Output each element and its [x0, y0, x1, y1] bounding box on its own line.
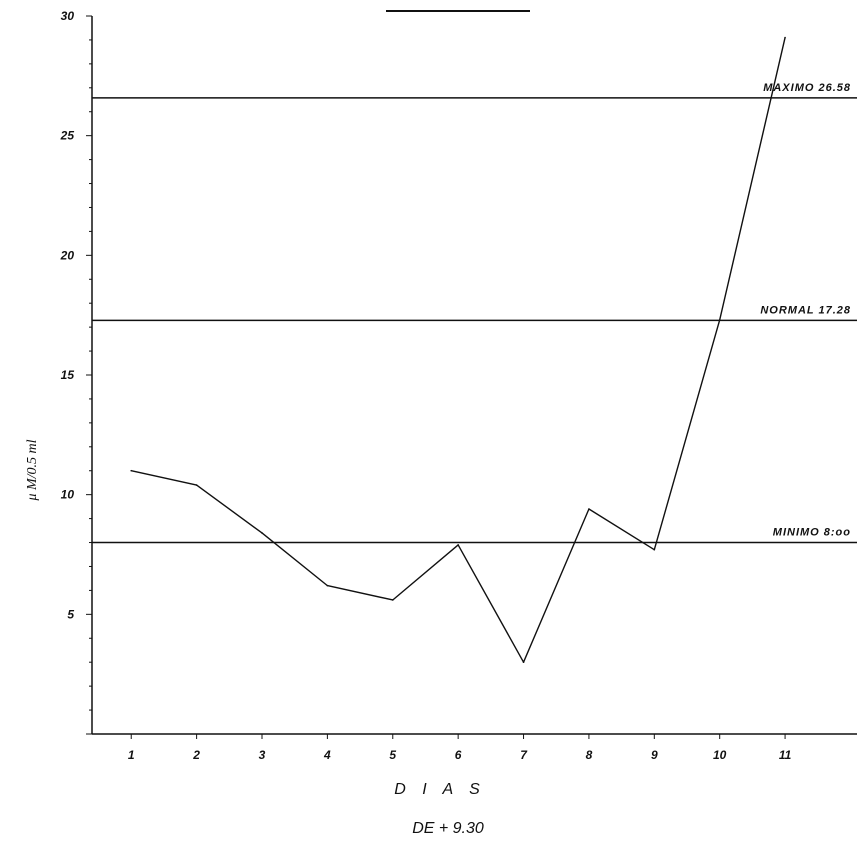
x-tick-label: 11	[779, 748, 792, 762]
y-ticks: 5 10 15 20 25 30	[60, 9, 92, 735]
x-tick-label: 1	[128, 748, 135, 762]
x-tick-label: 2	[192, 748, 200, 762]
reference-line-label: MAXIMO 26.58	[763, 82, 851, 94]
data-point	[326, 584, 329, 587]
y-tick-label: 30	[61, 9, 75, 23]
x-tick-label: 7	[520, 748, 528, 762]
x-axis-label: D I A S	[394, 781, 486, 798]
x-tick-label: 9	[651, 748, 658, 762]
data-point	[391, 599, 394, 601]
x-tick-label: 6	[455, 748, 462, 762]
y-tick-label: 20	[60, 248, 75, 262]
y-tick-label: 15	[61, 368, 75, 382]
x-tick-label: 8	[586, 748, 593, 762]
y-tick-label: 10	[61, 488, 75, 502]
reference-line-label: NORMAL 17.28	[760, 304, 851, 316]
data-point	[130, 469, 133, 472]
data-point	[195, 484, 198, 486]
x-tick-label: 4	[323, 748, 331, 762]
reference-line-label: MINIMO 8:oo	[773, 527, 851, 539]
data-point	[784, 36, 786, 39]
y-axis-label: μ M/0.5 ml	[25, 439, 40, 501]
x-ticks: 1 2 3 4 5 6 7 8 9 10 11	[128, 734, 792, 762]
data-point	[653, 548, 656, 551]
chart-subtitle: DE + 9.30	[412, 820, 484, 837]
data-point	[261, 532, 263, 534]
data-point	[588, 508, 590, 510]
data-point	[457, 544, 459, 546]
data-point	[522, 661, 525, 663]
series-line	[131, 37, 786, 663]
data-points	[130, 36, 786, 663]
x-tick-label: 5	[389, 748, 396, 762]
reference-lines: MAXIMO 26.58 NORMAL 17.28 MINIMO 8:oo	[92, 82, 857, 544]
y-tick-label: 5	[67, 607, 74, 621]
x-tick-label: 3	[259, 748, 266, 762]
x-tick-label: 10	[713, 748, 727, 762]
y-tick-label: 25	[60, 129, 75, 143]
data-point	[718, 319, 721, 321]
